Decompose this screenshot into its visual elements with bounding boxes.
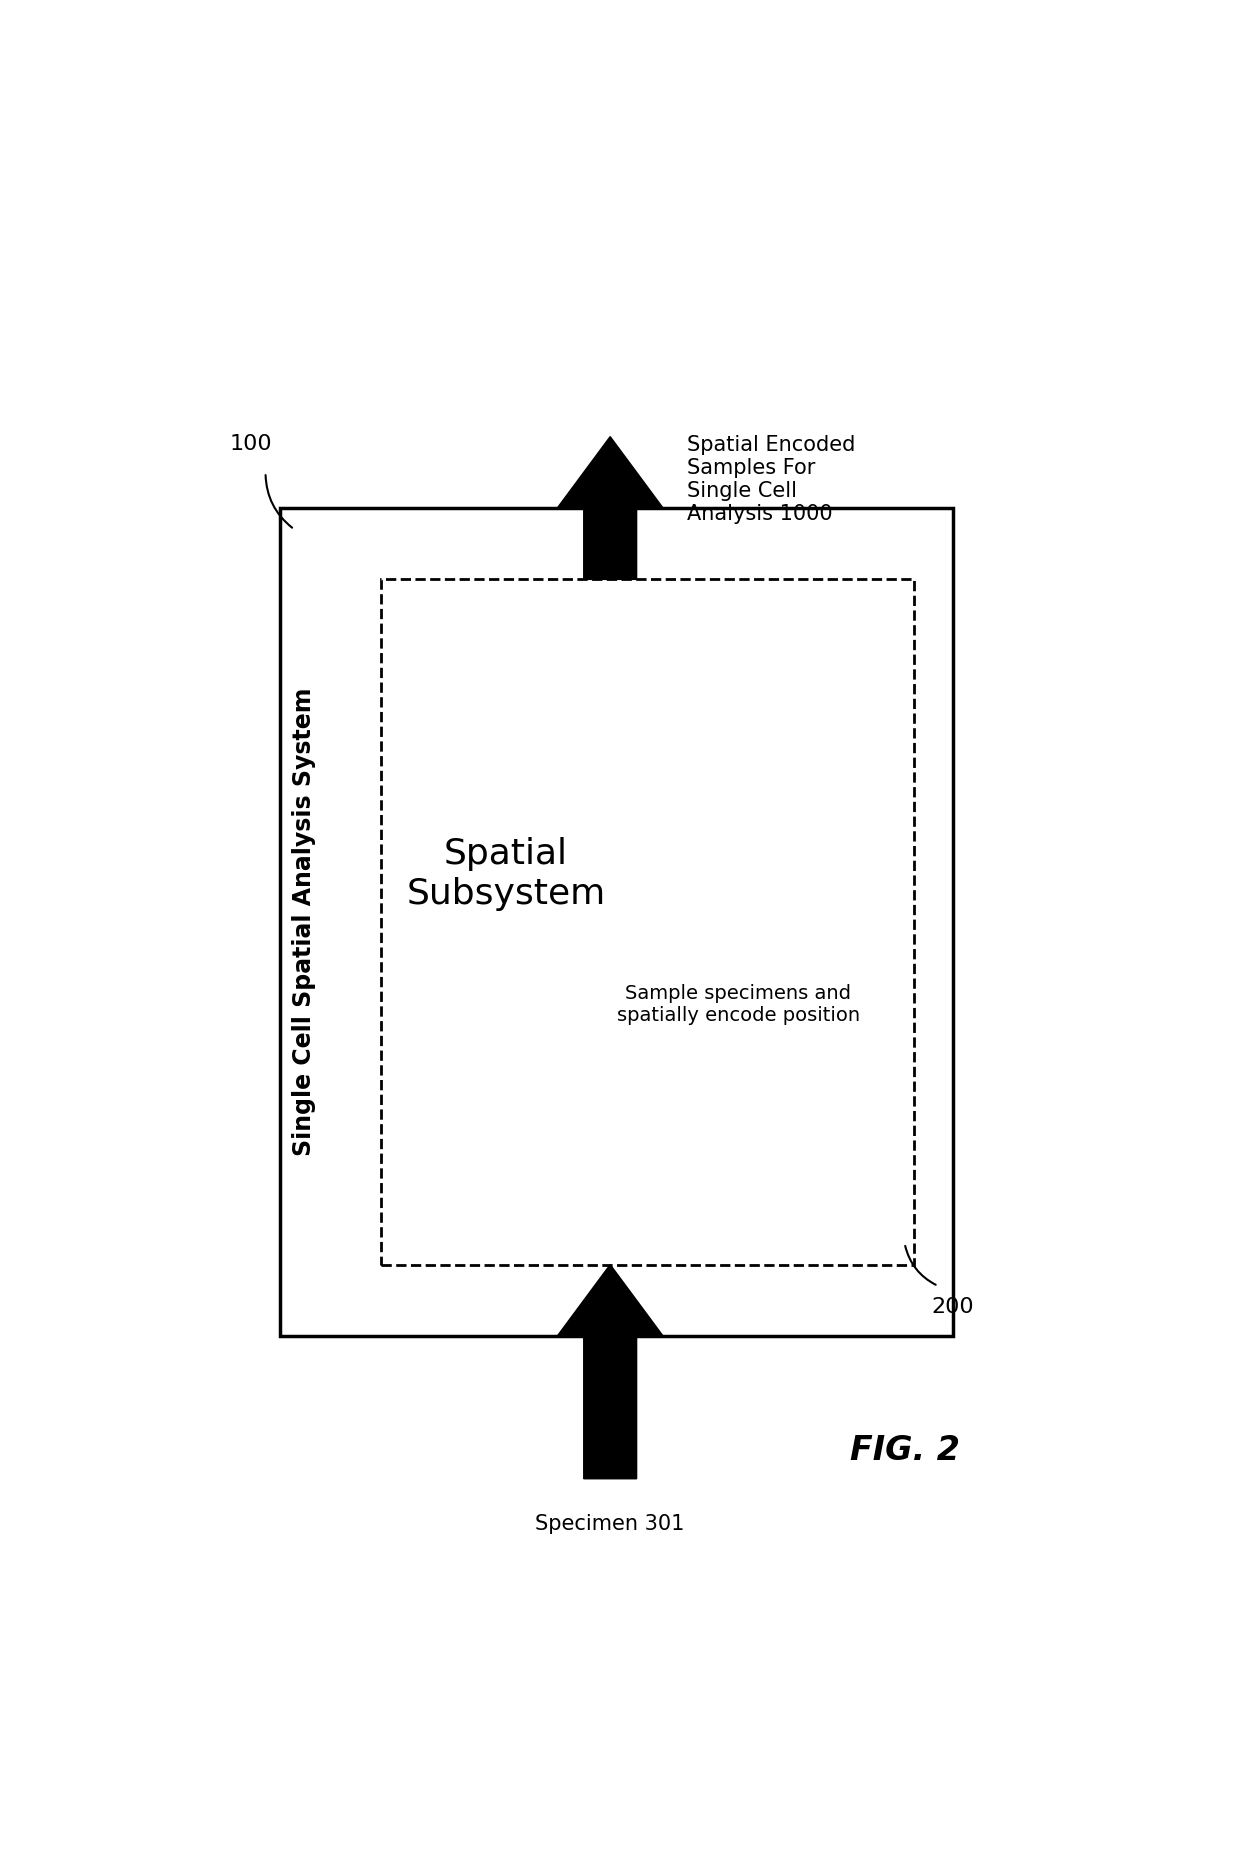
Text: Sample specimens and
spatially encode position: Sample specimens and spatially encode po…: [616, 984, 859, 1025]
Text: FIG. 2: FIG. 2: [849, 1433, 960, 1467]
Text: 200: 200: [931, 1298, 973, 1318]
Text: Single Cell Spatial Analysis System: Single Cell Spatial Analysis System: [291, 688, 316, 1157]
Text: 100: 100: [229, 434, 273, 454]
Bar: [280, 508, 952, 1337]
FancyArrow shape: [557, 438, 663, 580]
Text: Specimen 301: Specimen 301: [536, 1515, 684, 1535]
Text: Spatial
Subsystem: Spatial Subsystem: [407, 838, 605, 910]
FancyArrow shape: [557, 1264, 663, 1479]
Bar: [381, 580, 914, 1264]
Text: Spatial Encoded
Samples For
Single Cell
Analysis 1000: Spatial Encoded Samples For Single Cell …: [687, 434, 856, 525]
